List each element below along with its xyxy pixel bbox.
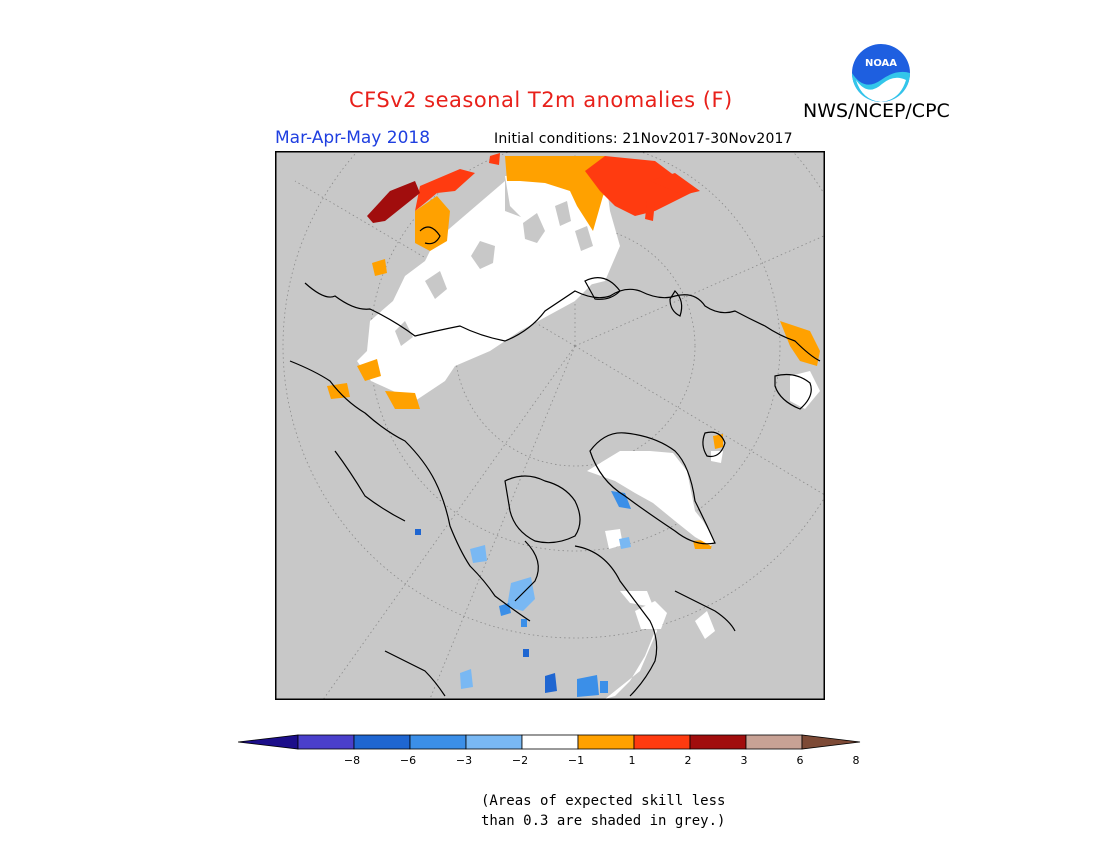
colorbar-swatch: [521, 734, 579, 750]
north-america-region: [605, 529, 715, 699]
colorbar-tick-label: 6: [797, 754, 804, 767]
map-title: CFSv2 seasonal T2m anomalies (F): [349, 88, 733, 112]
logo-text: NOAA: [865, 58, 897, 69]
initial-conditions-label: Initial conditions: 21Nov2017-30Nov2017: [494, 131, 793, 147]
colorbar-tick-label: −3: [456, 754, 472, 767]
cold-anomalies: [415, 529, 631, 697]
colorbar-swatch: [577, 734, 635, 750]
polar-map: [275, 151, 825, 700]
skill-note-line1: (Areas of expected skill less: [481, 793, 726, 809]
colorbar-tick-label: −8: [344, 754, 360, 767]
colorbar-left-arrow: [238, 734, 299, 750]
colorbar-tick-label: −2: [512, 754, 528, 767]
colorbar-tick-label: −6: [400, 754, 416, 767]
colorbar: −8 −6 −3 −2 −1 1 2 3 6 8: [238, 734, 861, 767]
colorbar-swatch: [409, 734, 467, 750]
agency-label: NWS/NCEP/CPC: [803, 100, 950, 122]
colorbar-tick-label: −1: [568, 754, 584, 767]
colorbar-tick-label: 8: [853, 754, 860, 767]
greenland-region: [587, 451, 715, 546]
colorbar-swatch: [353, 734, 411, 750]
colorbar-tick-label: 3: [741, 754, 748, 767]
colorbar-tick-label: 1: [629, 754, 636, 767]
colorbar-swatch: [633, 734, 691, 750]
europe-region: [711, 371, 820, 463]
season-label: Mar-Apr-May 2018: [275, 128, 431, 148]
colorbar-tick-label: 2: [685, 754, 692, 767]
colorbar-swatch: [297, 734, 355, 750]
skill-note: (Areas of expected skill less than 0.3 a…: [481, 791, 725, 831]
noaa-logo: NOAA: [851, 43, 911, 103]
colorbar-right-arrow: [801, 734, 861, 750]
colorbar-swatch: [745, 734, 803, 750]
warm-anomalies: [327, 153, 820, 549]
colorbar-swatch: [689, 734, 747, 750]
skill-note-line2: than 0.3 are shaded in grey.): [481, 813, 726, 829]
colorbar-swatch: [465, 734, 523, 750]
